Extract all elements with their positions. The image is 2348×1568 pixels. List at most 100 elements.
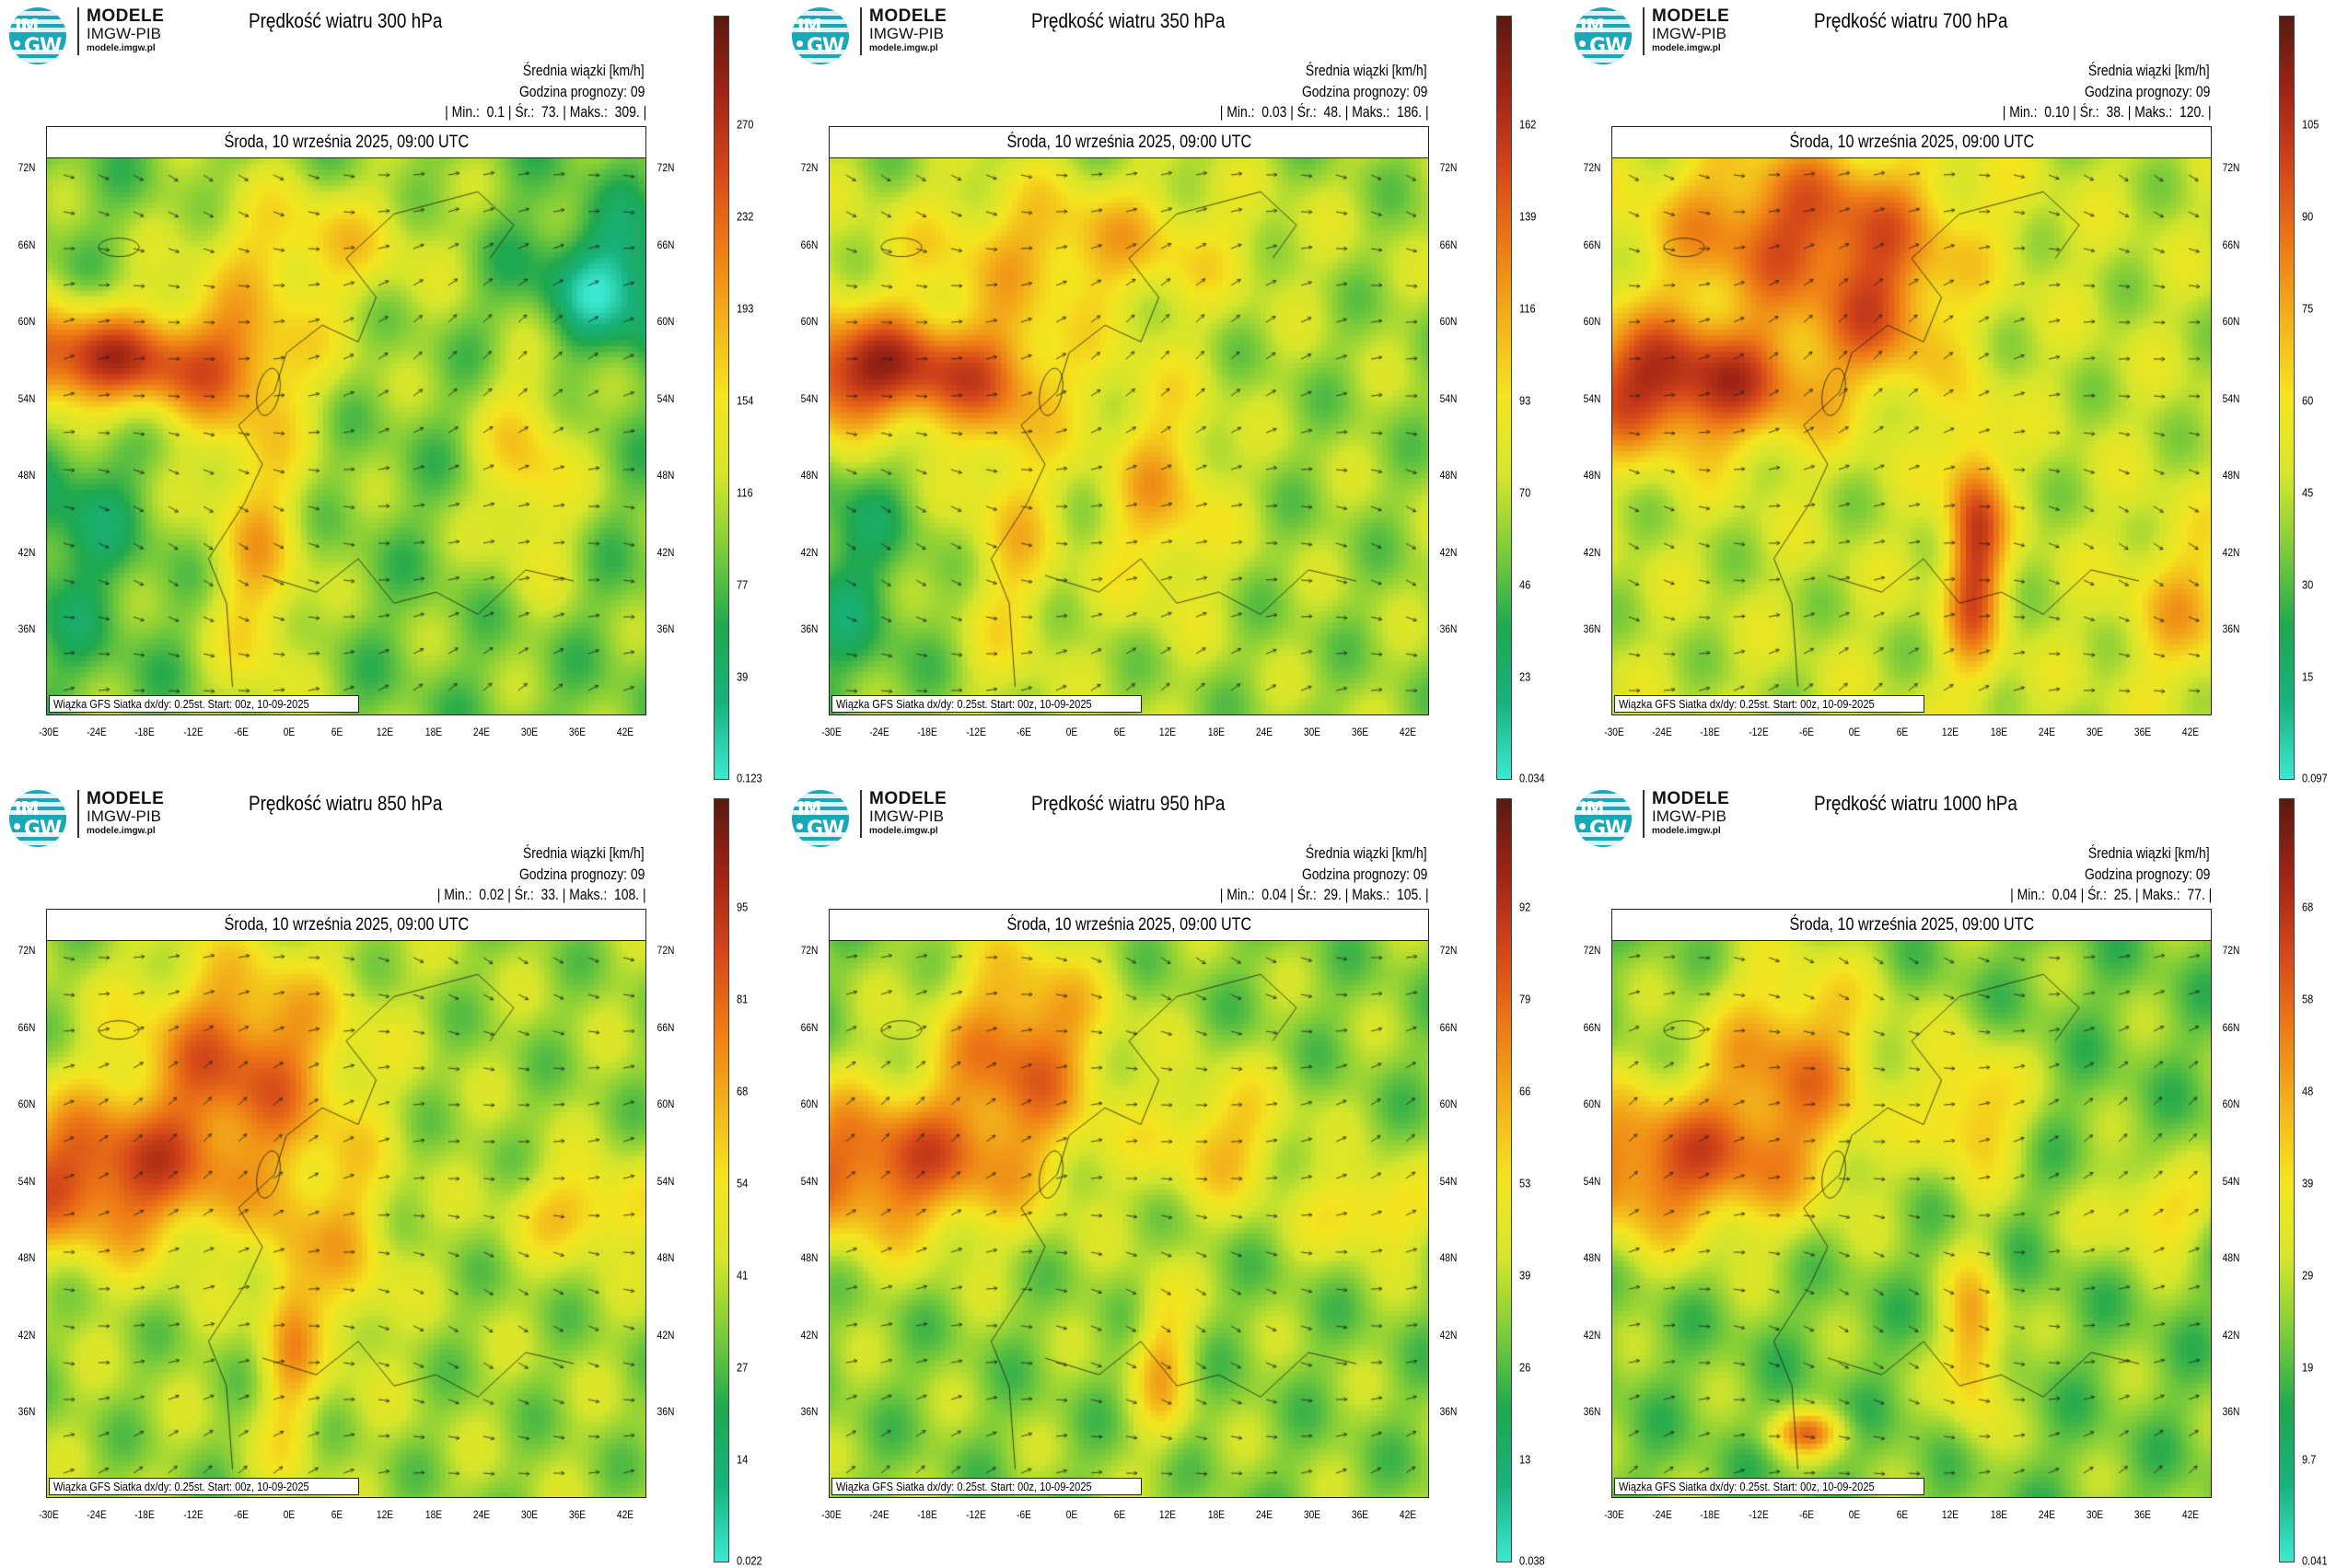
stat-label: Maks.: — [569, 886, 608, 903]
lat-tick-right: 54N — [1439, 1174, 1458, 1188]
lon-tick: -12E — [1748, 726, 1769, 738]
lat-tick-right: 36N — [2222, 622, 2240, 635]
logo-text-top: IM — [15, 15, 39, 37]
lon-tick: -30E — [39, 1508, 59, 1521]
stat-label: Min.: — [1226, 886, 1255, 903]
lat-tick-right: 42N — [1439, 1328, 1458, 1342]
lon-tick: 24E — [472, 1508, 490, 1521]
valid-date: Środa, 10 września 2025, 09:00 UTC — [1006, 133, 1251, 152]
source-text: Wiązka GFS Siatka dx/dy: 0.25st. Start: … — [1619, 697, 1875, 711]
map-panel: IM GW MODELE IMGW-PIB modele.imgw.pl Prędkość… — [1565, 0, 2348, 785]
lat-tick-right: 48N — [2222, 1251, 2240, 1264]
brand-block: MODELE IMGW-PIB modele.imgw.pl — [77, 7, 164, 55]
wind-speed-field — [47, 941, 645, 1497]
lat-tick-left: 54N — [1583, 391, 1601, 405]
lat-tick-right: 60N — [2222, 1098, 2240, 1110]
lat-tick-left: 66N — [1583, 238, 1601, 251]
stat-value: 120. — [2179, 103, 2205, 121]
info-mean-label: Średnia wiązki [km/h] — [2088, 844, 2210, 862]
lon-tick: 12E — [377, 726, 394, 738]
lon-tick: -18E — [917, 1508, 938, 1521]
colorbar-label: 79 — [1519, 992, 1531, 1006]
lat-tick-left: 42N — [1583, 545, 1601, 559]
logo-wave — [792, 19, 849, 24]
logo-wave — [1575, 841, 1632, 845]
brand-name: MODELE — [87, 6, 165, 26]
stat-label: Min.: — [451, 103, 480, 121]
lat-tick-right: 60N — [1439, 1098, 1458, 1110]
imgw-logo: IM GW — [792, 7, 849, 64]
stat-separator — [534, 103, 541, 122]
lat-tick-left: 42N — [800, 1328, 819, 1342]
brand-url: modele.imgw.pl — [1652, 826, 1721, 836]
colorbar-label: 0.123 — [737, 771, 762, 785]
lon-tick: -24E — [869, 1508, 889, 1521]
lon-tick: -6E — [233, 726, 249, 738]
lon-tick: 24E — [2038, 726, 2055, 738]
lon-tick: 12E — [1159, 1508, 1177, 1521]
lat-tick-left: 36N — [1583, 622, 1601, 635]
source-box: Wiązka GFS Siatka dx/dy: 0.25st. Start: … — [49, 1478, 359, 1495]
stat-separator: | — [1342, 886, 1353, 903]
lon-tick: -30E — [821, 1508, 842, 1521]
lat-tick-left: 60N — [1583, 1098, 1601, 1110]
stat-separator: | — [1342, 103, 1353, 121]
map-panel: IM GW MODELE IMGW-PIB modele.imgw.pl Prędkość… — [1565, 783, 2348, 1568]
logo-wave — [792, 11, 849, 16]
lon-tick: 12E — [1942, 726, 1959, 738]
stat-separator: | — [2069, 103, 2081, 121]
lat-tick-left: 54N — [1583, 1174, 1601, 1188]
info-forecast-hour: Godzina prognozy: 09 — [518, 83, 645, 100]
imgw-logo: IM GW — [1575, 7, 1632, 64]
logo-wave — [1575, 832, 1632, 837]
colorbar-label: 48 — [2302, 1084, 2314, 1098]
lon-tick: -12E — [965, 726, 986, 738]
brand-org: IMGW-PIB — [869, 807, 944, 825]
source-text: Wiązka GFS Siatka dx/dy: 0.25st. Start: … — [53, 1480, 309, 1493]
stat-separator: | — [559, 886, 570, 903]
stat-separator — [608, 103, 615, 122]
panel-title: Prędkość wiatru 350 hPa — [1031, 9, 1226, 32]
stat-label: Min.: — [1226, 103, 1255, 121]
colorbar-label: 53 — [1519, 1176, 1531, 1191]
brand-url: modele.imgw.pl — [869, 43, 938, 53]
wind-speed-field — [830, 158, 1428, 714]
lat-tick-right: 48N — [657, 1251, 675, 1264]
colorbar-label: 68 — [737, 1084, 749, 1098]
brand-name: MODELE — [869, 6, 947, 26]
source-box: Wiązka GFS Siatka dx/dy: 0.25st. Start: … — [831, 1478, 1142, 1495]
lat-tick-left: 54N — [17, 1174, 36, 1188]
lon-tick: 12E — [1942, 1508, 1959, 1521]
info-forecast-hour: Godzina prognozy: 09 — [518, 865, 645, 883]
stat-separator: | — [1220, 103, 1224, 121]
stat-separator: | — [2076, 886, 2087, 903]
lat-tick-left: 36N — [17, 1405, 36, 1418]
imgw-logo: IM GW — [9, 7, 66, 64]
lat-tick-right: 36N — [1439, 1405, 1458, 1418]
stat-label: Maks.: — [1352, 886, 1390, 903]
lat-tick-right: 54N — [657, 391, 675, 405]
brand-org: IMGW-PIB — [87, 25, 161, 42]
logo-wave — [9, 11, 66, 16]
colorbar-label: 75 — [2302, 301, 2314, 316]
logo-wave — [792, 841, 849, 845]
lon-tick: 0E — [1848, 726, 1861, 738]
lon-tick: 30E — [2086, 1508, 2104, 1521]
colorbar — [2279, 16, 2295, 780]
stats-line: | Min.: 0.03 | Śr.: 48. | Maks.: 186. | — [1220, 103, 1429, 122]
stat-separator: | — [1220, 886, 1224, 903]
colorbar-label: 30 — [2302, 577, 2314, 592]
lon-tick: 30E — [520, 726, 539, 738]
brand-name: MODELE — [1652, 6, 1730, 26]
stat-value: 77. — [2187, 886, 2205, 903]
panel-title: Prędkość wiatru 950 hPa — [1031, 792, 1226, 815]
lon-tick: 36E — [1352, 726, 1369, 738]
colorbar-label: 92 — [1519, 900, 1531, 914]
valid-date: Środa, 10 września 2025, 09:00 UTC — [1006, 915, 1251, 935]
lon-tick: -12E — [965, 1508, 986, 1521]
colorbar-label: 95 — [737, 900, 749, 914]
stat-separator — [480, 103, 487, 122]
colorbar-label: 0.097 — [2302, 771, 2328, 785]
logo-wave — [9, 841, 66, 845]
lon-tick: 42E — [2182, 726, 2200, 738]
